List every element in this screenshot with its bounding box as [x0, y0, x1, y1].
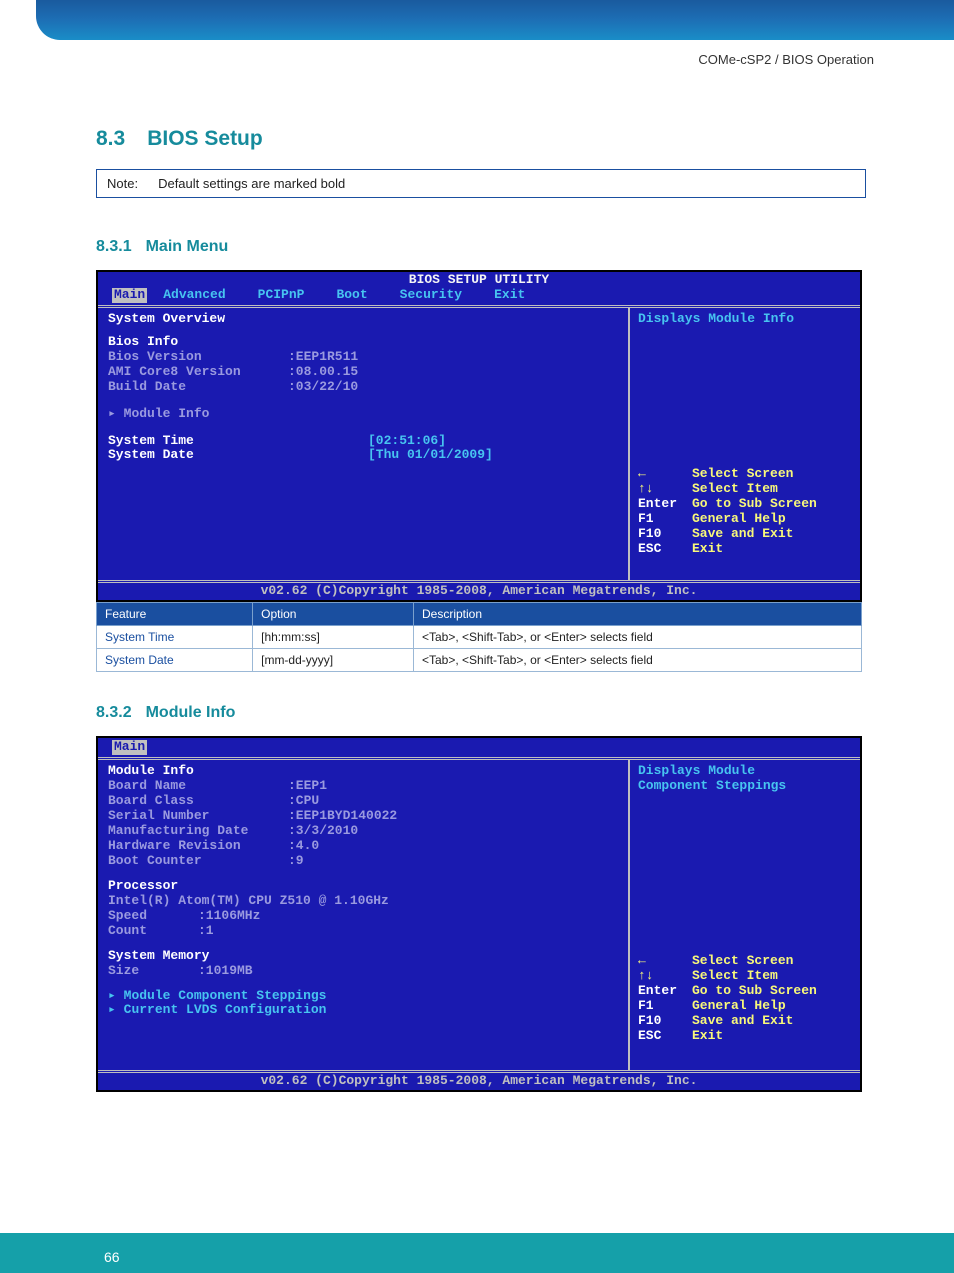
- bios-screen-main: BIOS SETUP UTILITY Main Advanced PCIPnP …: [96, 270, 862, 602]
- top-banner: [36, 0, 954, 40]
- processor-line: Intel(R) Atom(TM) CPU Z510 @ 1.10GHz: [108, 894, 620, 909]
- bios-left-pane: System Overview Bios Info Bios Version:E…: [98, 308, 630, 581]
- row-ami-core8: AMI Core8 Version:08.00.15: [108, 365, 620, 380]
- row-hw-rev: Hardware Revision:4.0: [108, 839, 620, 854]
- hint-f10: F10Save and Exit: [638, 527, 852, 542]
- row-boot-counter: Boot Counter:9: [108, 854, 620, 869]
- hint-f1: F1General Help: [638, 999, 852, 1014]
- hint-enter: EnterGo to Sub Screen: [638, 497, 852, 512]
- bios-body: System Overview Bios Info Bios Version:E…: [98, 305, 860, 584]
- bios-help-pane: Displays Module Info ←Select Screen ↑↓Se…: [630, 308, 860, 581]
- feature-table: Feature Option Description System Time […: [96, 602, 862, 672]
- row-board-name: Board Name:EEP1: [108, 779, 620, 794]
- row-serial-number: Serial Number:EEP1BYD140022: [108, 809, 620, 824]
- hint-select-screen: ←Select Screen: [638, 954, 852, 969]
- row-speed: Speed:1106MHz: [108, 909, 620, 924]
- processor-heading: Processor: [108, 879, 620, 894]
- bios-footer: v02.62 (C)Copyright 1985-2008, American …: [98, 583, 860, 600]
- row-bios-version: Bios Version:EEP1R511: [108, 350, 620, 365]
- col-feature: Feature: [97, 603, 253, 626]
- tab-security[interactable]: Security: [384, 288, 478, 303]
- hint-select-item: ↑↓Select Item: [638, 969, 852, 984]
- note-text: Default settings are marked bold: [158, 176, 345, 191]
- sub1-num: 8.3.1: [96, 238, 132, 255]
- bios2-help-pane: Displays Module Component Steppings ←Sel…: [630, 760, 860, 1070]
- tab-boot[interactable]: Boot: [320, 288, 383, 303]
- bios2-menubar[interactable]: Main: [98, 738, 860, 757]
- subsection-2-title: 8.3.2 Module Info: [96, 704, 866, 722]
- tab-pcipnp[interactable]: PCIPnP: [242, 288, 321, 303]
- hint-esc: ESCExit: [638, 542, 852, 557]
- sub1-name: Main Menu: [146, 238, 229, 255]
- section-number: 8.3: [96, 127, 125, 150]
- tab-advanced[interactable]: Advanced: [147, 288, 241, 303]
- row-mfg-date: Manufacturing Date:3/3/2010: [108, 824, 620, 839]
- content: 8.3 BIOS Setup Note: Default settings are …: [0, 67, 954, 1092]
- bios-utility-title: BIOS SETUP UTILITY: [98, 272, 860, 288]
- section-title: 8.3 BIOS Setup: [96, 127, 866, 151]
- note-box: Note: Default settings are marked bold: [96, 169, 866, 198]
- row-count: Count:1: [108, 924, 620, 939]
- tab-main[interactable]: Main: [112, 288, 147, 303]
- row-system-date[interactable]: System Date[Thu 01/01/2009]: [108, 448, 620, 463]
- link-lvds-config[interactable]: ▸ Current LVDS Configuration: [108, 1003, 620, 1018]
- hint-esc: ESCExit: [638, 1029, 852, 1044]
- subsection-1-title: 8.3.1 Main Menu: [96, 238, 866, 256]
- bios2-left-pane: Module Info Board Name:EEP1 Board Class:…: [98, 760, 630, 1070]
- bios2-body: Module Info Board Name:EEP1 Board Class:…: [98, 757, 860, 1073]
- row-mem-size: Size:1019MB: [108, 964, 620, 979]
- hint-enter: EnterGo to Sub Screen: [638, 984, 852, 999]
- bios-menubar[interactable]: Main Advanced PCIPnP Boot Security Exit: [98, 288, 860, 305]
- module-info-heading: Module Info: [108, 764, 620, 779]
- help-msg-line1: Displays Module: [638, 764, 852, 779]
- row-build-date: Build Date:03/22/10: [108, 380, 620, 395]
- breadcrumb: COMe-cSP2 / BIOS Operation: [0, 40, 954, 67]
- tab-exit[interactable]: Exit: [478, 288, 541, 303]
- page-footer: [0, 1233, 954, 1273]
- sub2-name: Module Info: [146, 704, 236, 721]
- system-overview-heading: System Overview: [108, 312, 620, 327]
- section-name: BIOS Setup: [147, 127, 263, 150]
- page-number: 66: [104, 1249, 120, 1265]
- module-info-link[interactable]: ▸ Module Info: [108, 407, 620, 422]
- link-component-steppings[interactable]: ▸ Module Component Steppings: [108, 989, 620, 1004]
- bios-screen-module-info: Main Module Info Board Name:EEP1 Board C…: [96, 736, 862, 1092]
- hint-select-item: ↑↓Select Item: [638, 482, 852, 497]
- memory-heading: System Memory: [108, 949, 620, 964]
- col-option: Option: [253, 603, 414, 626]
- help-msg-line2: Component Steppings: [638, 779, 852, 794]
- bios-info-heading: Bios Info: [108, 335, 620, 350]
- help-msg: Displays Module Info: [638, 312, 852, 327]
- bios2-footer: v02.62 (C)Copyright 1985-2008, American …: [98, 1073, 860, 1090]
- col-description: Description: [414, 603, 862, 626]
- hint-f1: F1General Help: [638, 512, 852, 527]
- row-board-class: Board Class:CPU: [108, 794, 620, 809]
- tab-main[interactable]: Main: [112, 740, 147, 755]
- hint-select-screen: ←Select Screen: [638, 467, 852, 482]
- note-label: Note:: [107, 176, 138, 191]
- table-row: System Date [mm-dd-yyyy] <Tab>, <Shift-T…: [97, 649, 862, 672]
- table-row: System Time [hh:mm:ss] <Tab>, <Shift-Tab…: [97, 626, 862, 649]
- sub2-num: 8.3.2: [96, 704, 132, 721]
- row-system-time[interactable]: System Time[02:51:06]: [108, 434, 620, 449]
- hint-f10: F10Save and Exit: [638, 1014, 852, 1029]
